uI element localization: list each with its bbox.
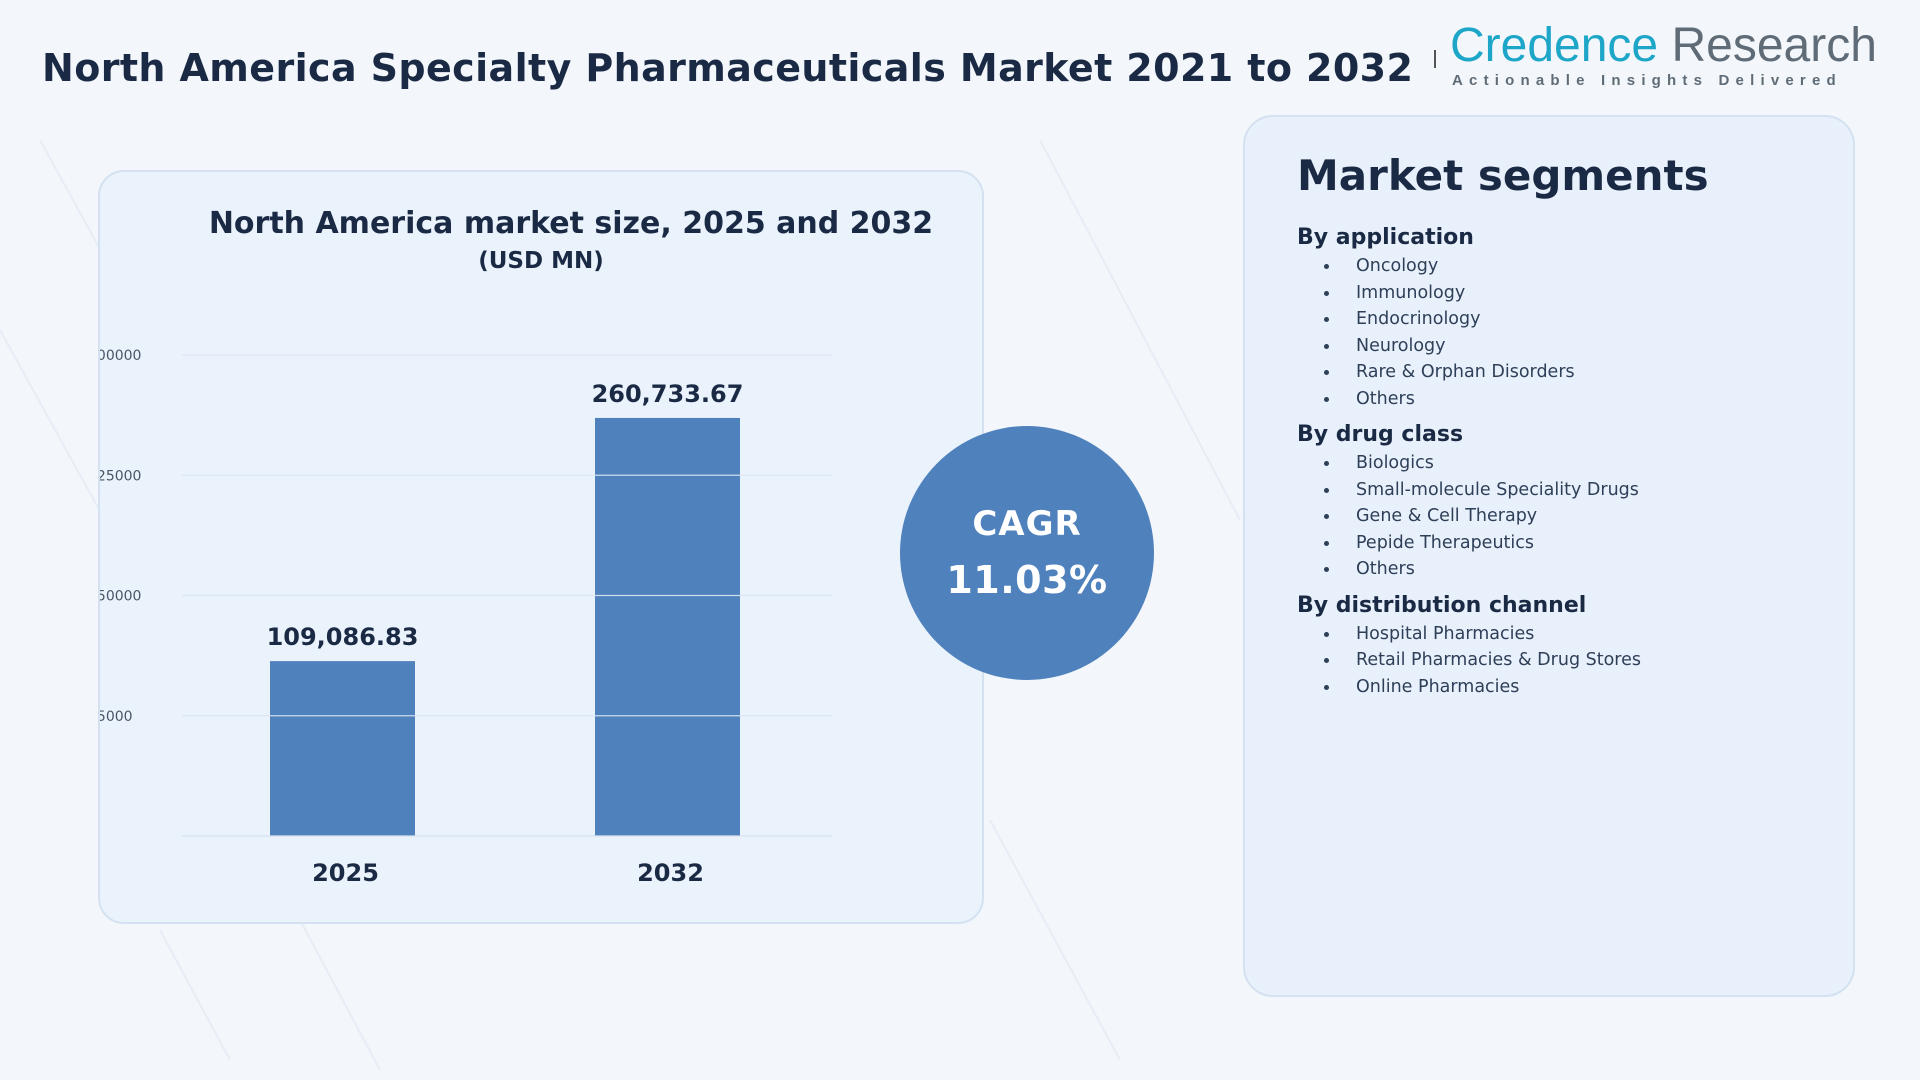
segment-list-item: Endocrinology [1297,306,1837,333]
segment-group: By application Oncology Immunology Endocrin… [1297,223,1837,412]
bar-value-label: 260,733.67 [592,380,744,408]
logo-word-research: Research [1671,19,1877,72]
segment-list: Biologics Small-molecule Speciality Drugs… [1297,450,1837,583]
logo-word-credence: Credence [1450,19,1659,72]
logo-tagline: Actionable Insights Delivered [1452,72,1842,89]
segment-list-item: Retail Pharmacies & Drug Stores [1297,647,1837,674]
logo-wordmark: Credence Research [1450,18,1877,73]
segment-group-heading: By application [1297,225,1474,250]
segment-group: By distribution channel Hospital Pharmaci… [1297,591,1837,701]
y-tick-label: 225000 [100,468,141,484]
y-tick-label: 150000 [100,589,141,605]
y-tick-label: 75000 [100,709,133,725]
x-category-label: 2032 [637,859,704,887]
segment-list-item: Others [1297,386,1837,413]
segment-list: Oncology Immunology Endocrinology Neurology… [1297,253,1837,412]
segment-group-heading: By distribution channel [1297,592,1587,618]
y-tick-label: 300000 [100,348,141,364]
chart-subtitle: (USD MN) [478,248,604,274]
segment-list-item: Online Pharmacies [1297,674,1837,701]
bar [270,661,415,836]
bar [595,417,740,836]
credence-research-logo: Credence Research Actionable Insights De… [1434,18,1904,98]
segment-group: By drug class Biologics Small-molecule Spe… [1297,420,1837,583]
segment-list-item: Oncology [1297,253,1837,280]
segment-list-item: Pepide Therapeutics [1297,530,1837,557]
segment-list-item: Gene & Cell Therapy [1297,503,1837,530]
segments-title: Market segments [1297,151,1709,200]
segment-list-item: Neurology [1297,333,1837,360]
segment-list-item: Rare & Orphan Disorders [1297,359,1837,386]
cagr-label: CAGR [972,504,1082,544]
segment-group-heading: By drug class [1297,422,1464,447]
bar-chart: 075000150000225000300000109,086.83202526… [100,348,832,887]
segment-list-item: Immunology [1297,280,1837,307]
segment-list-item: Biologics [1297,450,1837,477]
segment-list-item: Others [1297,556,1837,583]
segment-list-item: Hospital Pharmacies [1297,621,1837,648]
cagr-badge: CAGR 11.03% [900,426,1154,680]
segment-list-item: Small-molecule Speciality Drugs [1297,477,1837,504]
logo-divider [1434,50,1436,68]
x-category-label: 2025 [312,859,379,887]
page-title: North America Specialty Pharmaceuticals … [42,46,1414,90]
market-segments-card: Market segments By application Oncology Im… [1243,115,1855,997]
market-size-chart-card: North America market size, 2025 and 2032… [98,170,984,924]
segment-groups: By application Oncology Immunology Endocrin… [1297,223,1837,708]
cagr-value: 11.03% [946,558,1108,602]
bar-value-label: 109,086.83 [267,623,419,651]
segment-list: Hospital Pharmacies Retail Pharmacies & D… [1297,621,1837,701]
chart-title: North America market size, 2025 and 2032 [208,206,934,241]
